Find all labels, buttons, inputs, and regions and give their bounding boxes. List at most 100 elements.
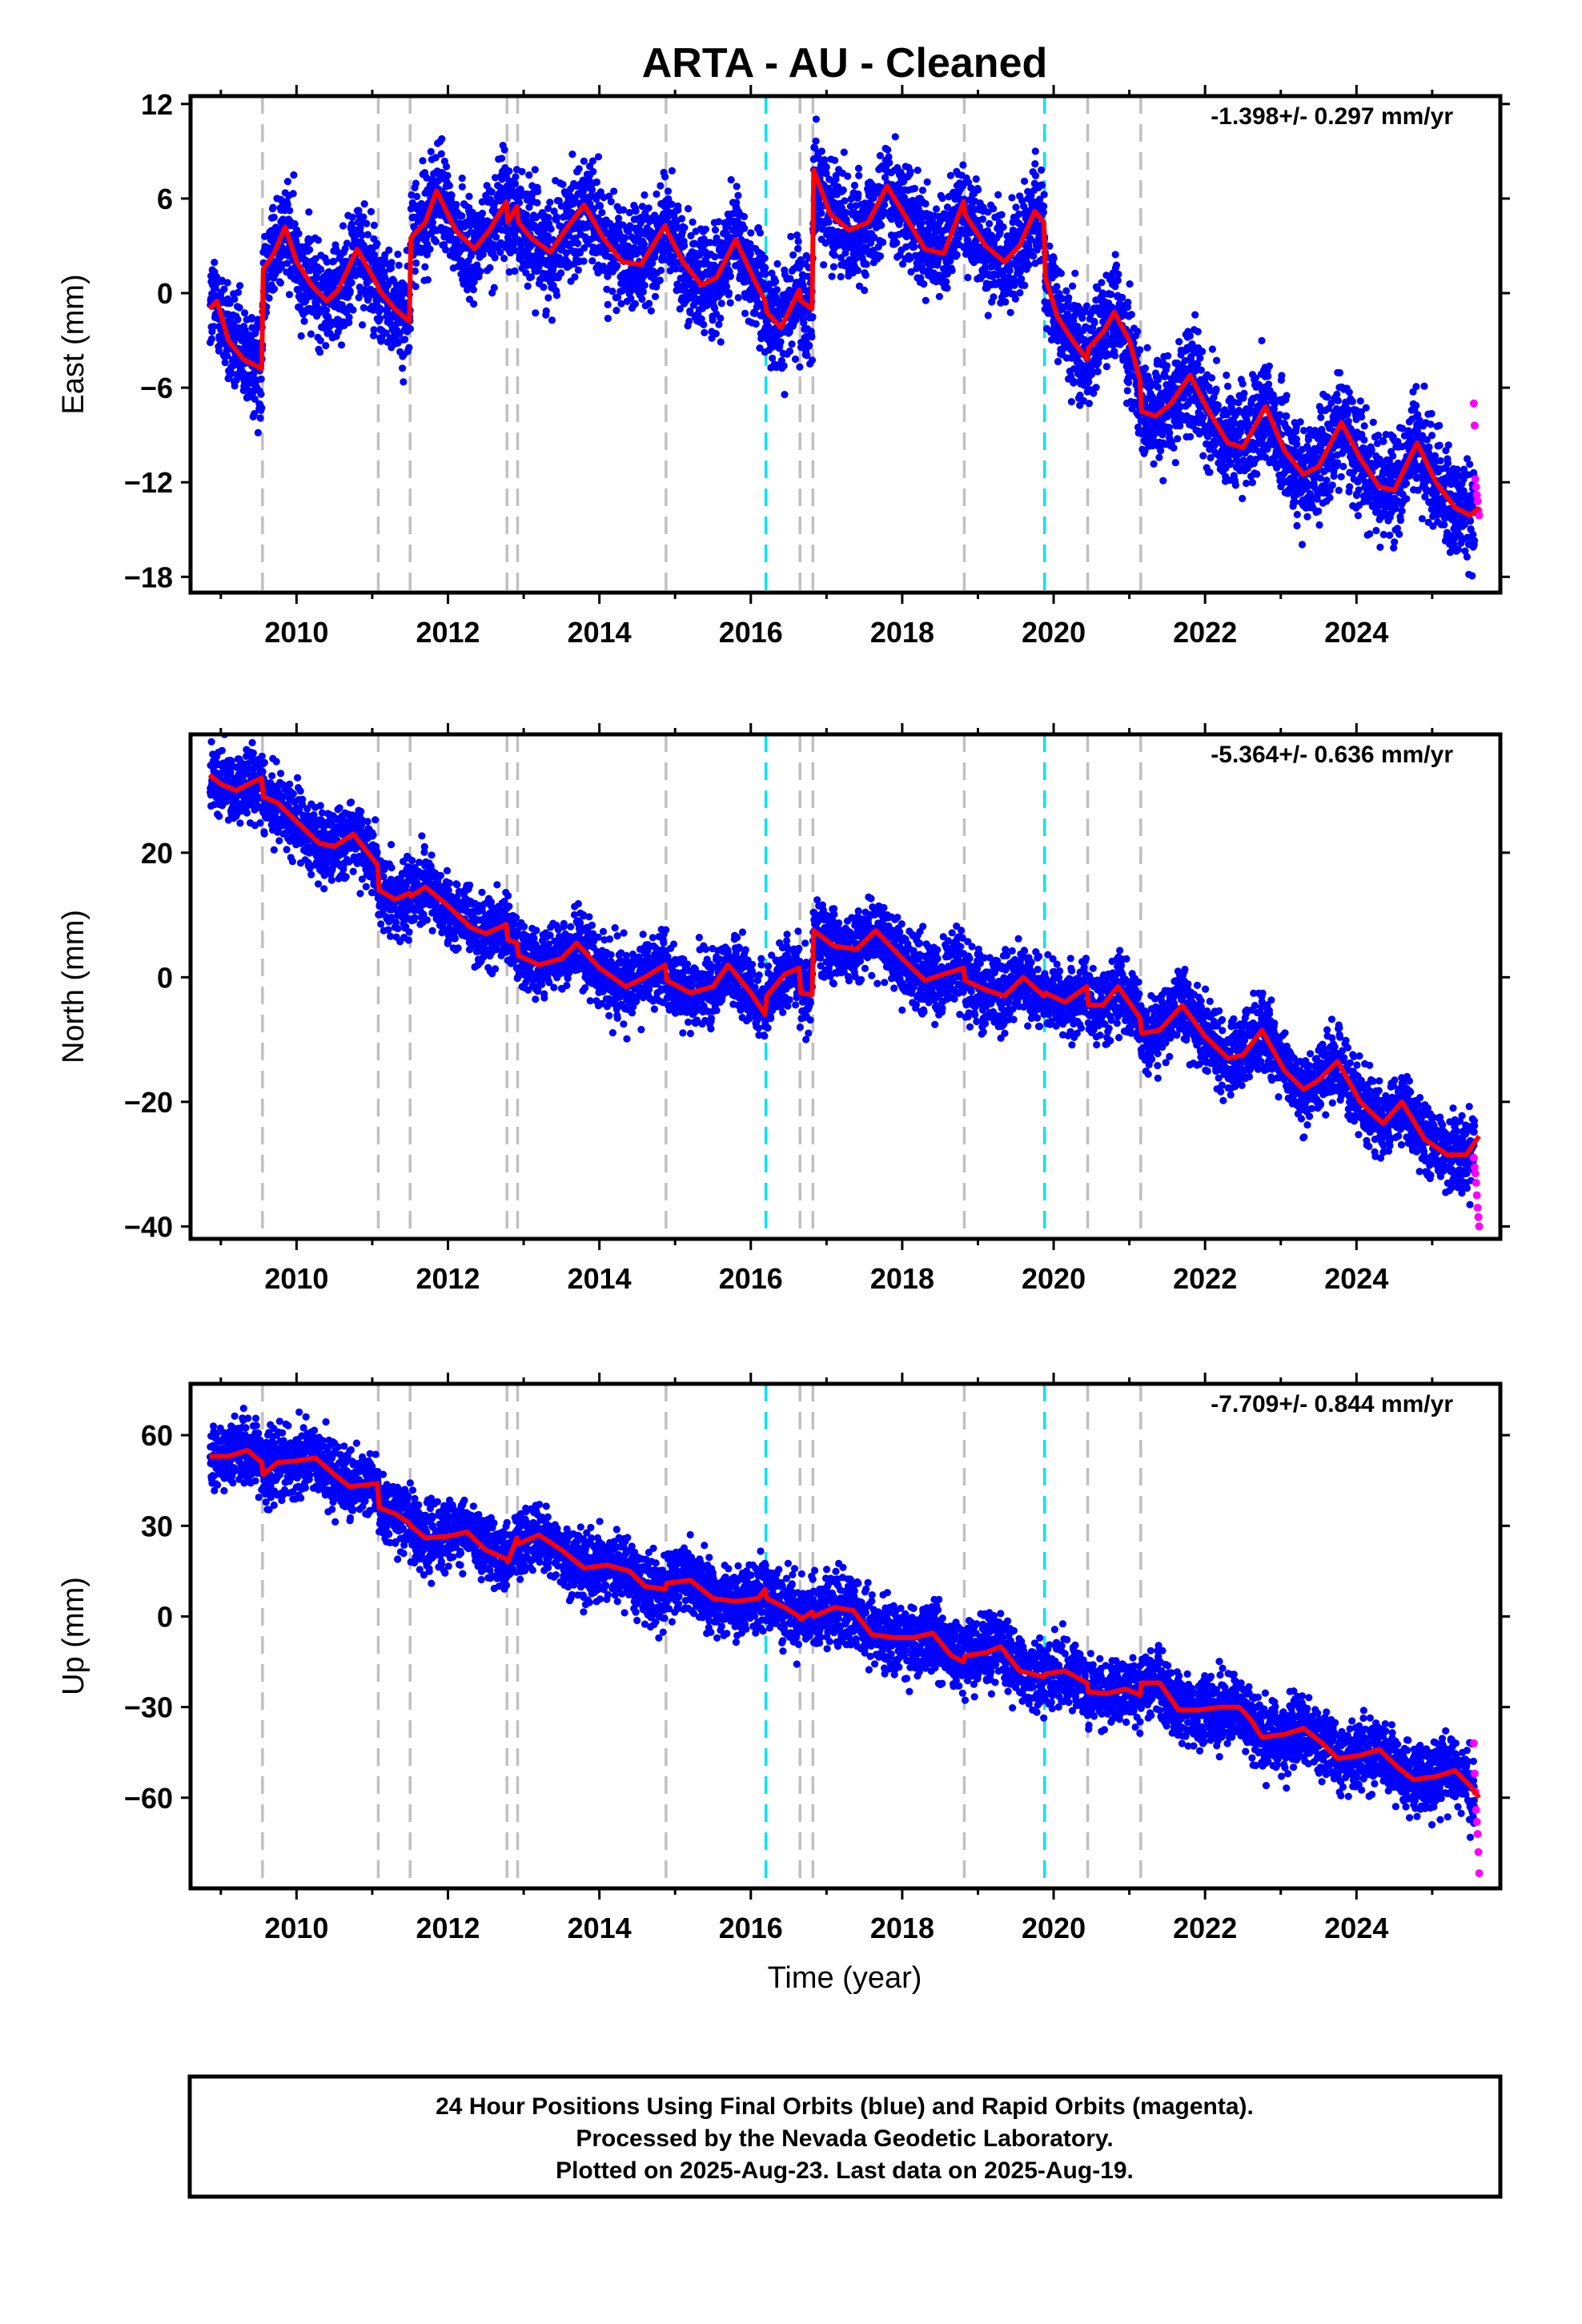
data-point — [394, 250, 402, 259]
data-point — [994, 263, 1002, 271]
data-point — [351, 232, 359, 240]
data-point — [830, 251, 838, 259]
data-point — [571, 273, 579, 281]
data-point — [917, 225, 926, 233]
data-point — [1206, 468, 1214, 476]
data-point — [574, 266, 583, 274]
data-point — [1067, 398, 1075, 406]
data-point — [612, 307, 620, 315]
data-point — [829, 263, 837, 271]
data-point — [870, 234, 878, 242]
data-point — [777, 338, 785, 346]
data-point — [559, 180, 567, 188]
data-point — [223, 352, 231, 360]
data-point — [1071, 269, 1079, 277]
data-point — [638, 203, 647, 211]
data-point — [503, 174, 511, 182]
data-point — [395, 261, 403, 269]
data-point — [511, 179, 520, 188]
data-point — [359, 304, 367, 312]
data-point — [256, 414, 264, 422]
data-point — [726, 299, 734, 307]
data-point — [347, 220, 355, 228]
data-point — [1102, 363, 1110, 371]
data-point — [853, 267, 861, 275]
data-point — [885, 159, 893, 167]
data-point — [354, 258, 362, 266]
data-point — [583, 223, 591, 231]
data-point — [1114, 276, 1122, 284]
data-point — [966, 229, 974, 237]
data-point — [1094, 368, 1102, 376]
data-point — [1208, 345, 1216, 353]
data-point — [300, 317, 308, 325]
data-point — [458, 212, 466, 220]
data-point — [640, 272, 648, 280]
data-point — [796, 363, 804, 371]
data-point — [231, 382, 239, 390]
data-point — [1038, 181, 1046, 189]
data-point — [215, 347, 223, 355]
data-point — [588, 157, 597, 165]
data-point — [528, 273, 536, 281]
data-point — [614, 293, 622, 301]
data-point — [661, 173, 669, 181]
data-point — [756, 344, 764, 352]
data-point — [1085, 400, 1093, 408]
data-point — [1234, 458, 1242, 467]
data-point — [1012, 203, 1020, 211]
data-point — [685, 205, 693, 213]
data-point — [285, 291, 294, 299]
data-point — [207, 335, 215, 343]
data-point — [1098, 279, 1106, 287]
data-point — [964, 236, 972, 244]
data-point — [546, 199, 554, 207]
data-point — [1032, 171, 1040, 179]
data-point — [1127, 311, 1135, 319]
data-point — [314, 236, 323, 244]
data-point — [954, 234, 962, 242]
data-point — [842, 209, 850, 217]
data-point — [734, 191, 742, 199]
data-point — [426, 245, 434, 253]
data-point — [428, 219, 437, 227]
data-point — [831, 156, 839, 164]
data-point — [437, 150, 445, 158]
data-point — [932, 205, 941, 213]
data-point — [1231, 420, 1239, 428]
data-point — [1069, 282, 1077, 290]
data-point — [424, 275, 432, 283]
data-point — [1021, 177, 1029, 185]
data-point — [1194, 360, 1202, 368]
data-point — [522, 211, 531, 219]
data-point — [1199, 348, 1207, 356]
data-point — [547, 225, 555, 233]
data-point — [550, 207, 558, 215]
data-point — [419, 157, 427, 165]
data-point — [917, 274, 925, 282]
data-point — [370, 326, 378, 334]
data-point — [761, 254, 769, 262]
data-point — [854, 164, 863, 172]
data-point — [701, 328, 709, 336]
data-point — [592, 178, 601, 186]
data-point — [821, 156, 829, 164]
data-point — [769, 354, 777, 362]
data-point — [651, 211, 659, 219]
data-point — [1155, 453, 1163, 461]
data-point — [254, 316, 262, 324]
data-point — [302, 297, 310, 305]
data-point — [382, 329, 390, 337]
data-point — [358, 231, 366, 239]
data-point — [231, 295, 239, 304]
data-point — [1081, 308, 1089, 316]
data-point — [625, 208, 634, 217]
plot-area — [207, 96, 1484, 593]
data-point — [432, 238, 440, 246]
data-point — [1040, 191, 1048, 199]
data-point — [469, 286, 478, 294]
data-point — [1223, 371, 1231, 380]
data-point — [855, 171, 863, 179]
data-point — [746, 239, 754, 248]
